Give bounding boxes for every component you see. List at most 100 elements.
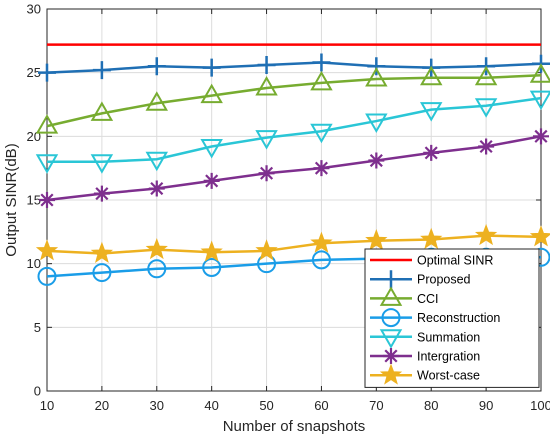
series-line-cci — [46, 73, 542, 128]
data-point-cci — [529, 63, 550, 83]
data-point-summation — [90, 154, 114, 174]
data-point-cci — [365, 67, 388, 87]
series-worst-case — [35, 223, 550, 263]
legend-marker — [382, 270, 400, 289]
data-point-worst-case — [365, 229, 388, 251]
data-point-cci — [200, 83, 223, 104]
data-point-intergration — [313, 160, 330, 177]
data-point-intergration — [148, 180, 165, 197]
data-point-intergration — [93, 185, 110, 202]
legend-label: Optimal SINR — [417, 254, 493, 268]
data-point-worst-case — [310, 231, 333, 253]
series-line-intergration — [46, 135, 542, 202]
y-tick-label: 30 — [27, 2, 41, 17]
data-point-proposed — [38, 63, 56, 82]
series-line-proposed — [46, 61, 542, 74]
y-tick-label: 0 — [34, 384, 41, 399]
data-point-reconstruction — [37, 266, 57, 286]
legend-label: Reconstruction — [417, 311, 500, 325]
data-point-worst-case — [145, 237, 168, 260]
x-axis-label: Number of snapshots — [223, 418, 366, 435]
legend-item-worst-case: Worst-case — [370, 363, 480, 385]
data-point-cci — [90, 101, 114, 121]
data-point-cci — [419, 65, 443, 86]
legend-marker — [379, 363, 403, 385]
x-tick-label: 90 — [479, 398, 493, 413]
data-point-worst-case — [35, 239, 59, 261]
data-point-proposed — [257, 56, 276, 75]
data-point-proposed — [202, 58, 221, 77]
data-point-intergration — [478, 138, 495, 155]
legend-item-optimal-sinr: Optimal SINR — [370, 254, 493, 268]
data-point-intergration — [258, 165, 275, 182]
legend-item-reconstruction: Reconstruction — [370, 308, 500, 328]
legend-label: Intergration — [417, 350, 480, 364]
data-point-proposed — [147, 57, 166, 76]
data-point-summation — [145, 151, 169, 172]
x-tick-label: 50 — [259, 398, 273, 413]
data-point-summation — [310, 123, 333, 144]
legend-item-intergration: Intergration — [370, 348, 480, 364]
x-tick-label: 20 — [95, 398, 109, 413]
x-tick-label: 70 — [369, 398, 383, 413]
y-tick-label: 10 — [27, 256, 41, 271]
data-point-proposed — [367, 57, 386, 76]
data-point-worst-case — [255, 239, 278, 261]
series-line-summation — [47, 96, 542, 164]
data-point-reconstruction — [311, 250, 331, 270]
x-tick-label: 40 — [204, 398, 218, 413]
data-point-reconstruction — [147, 259, 167, 279]
data-point-summation — [474, 98, 498, 118]
data-point-summation — [255, 130, 278, 150]
x-tick-label: 80 — [424, 398, 438, 413]
data-point-summation — [200, 139, 223, 159]
data-point-cci — [310, 70, 333, 91]
legend-label: Worst-case — [417, 369, 480, 383]
data-point-worst-case — [200, 240, 223, 262]
data-point-summation — [419, 102, 443, 122]
y-tick-label: 15 — [27, 193, 41, 208]
legend-marker — [379, 286, 403, 306]
data-point-cci — [145, 91, 169, 111]
legend-item-cci: CCI — [370, 286, 439, 306]
data-point-intergration — [368, 152, 385, 169]
data-point-intergration — [533, 128, 549, 145]
series-proposed — [38, 53, 550, 82]
data-point-worst-case — [474, 223, 498, 246]
legend-item-proposed: Proposed — [370, 270, 471, 289]
data-point-cci — [35, 114, 59, 134]
series-summation — [35, 90, 550, 174]
data-point-worst-case — [90, 241, 114, 263]
data-point-summation — [365, 113, 388, 134]
x-tick-label: 60 — [314, 398, 328, 413]
x-tick-label: 100 — [530, 398, 550, 413]
series-intergration — [39, 128, 549, 208]
data-point-proposed — [312, 53, 331, 72]
data-point-intergration — [423, 144, 440, 161]
legend-item-summation: Summation — [370, 329, 480, 349]
data-point-cci — [255, 75, 278, 96]
y-axis-label: Output SINR(dB) — [3, 143, 20, 256]
legend-marker — [379, 329, 403, 349]
data-point-reconstruction — [92, 263, 112, 283]
legend-marker — [381, 308, 401, 328]
legend: Optimal SINR Proposed CCI Reconstruction Sum… — [364, 248, 540, 388]
data-point-intergration — [203, 172, 220, 189]
y-tick-label: 5 — [34, 320, 41, 335]
x-tick-label: 10 — [40, 398, 54, 413]
series-line-worst-case — [46, 234, 542, 255]
legend-marker — [383, 348, 399, 364]
data-point-cci — [474, 65, 498, 86]
legend-label: Proposed — [417, 273, 471, 287]
data-point-intergration — [39, 192, 55, 208]
x-tick-label: 30 — [150, 398, 164, 413]
data-point-worst-case — [420, 227, 443, 249]
legend-label: CCI — [417, 292, 439, 306]
data-point-proposed — [92, 61, 111, 80]
series-cci — [35, 63, 550, 134]
legend-label: Summation — [417, 330, 480, 344]
data-point-summation — [35, 154, 59, 174]
data-point-summation — [529, 90, 550, 111]
